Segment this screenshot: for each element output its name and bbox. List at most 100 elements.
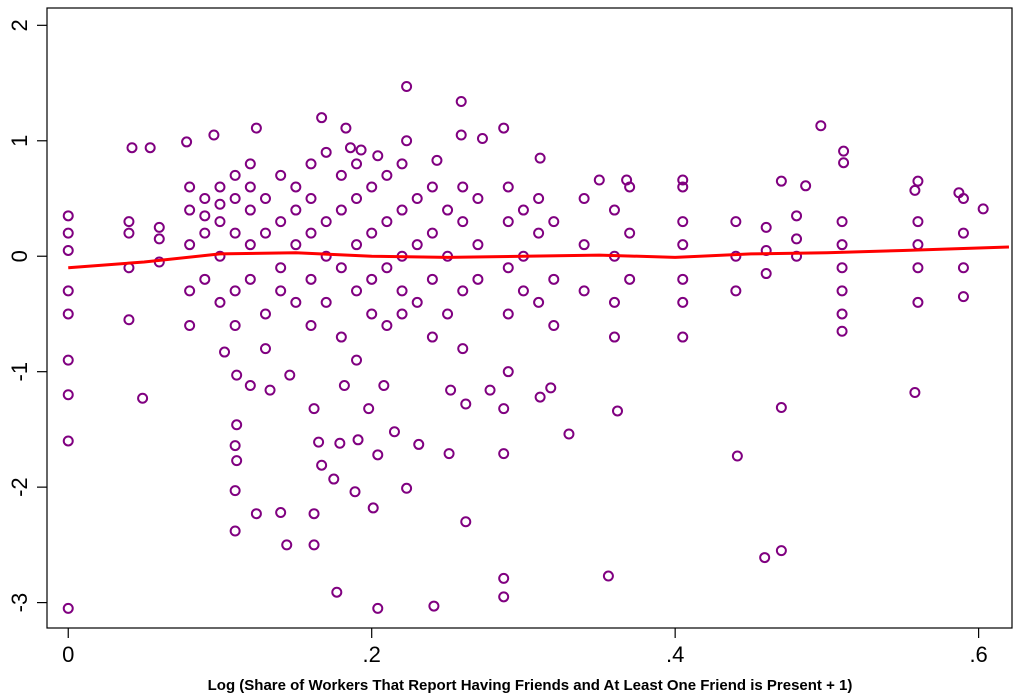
point (372, 150, 384, 162)
plot-frame (46, 7, 1013, 629)
point (534, 391, 546, 403)
y-tick-label: 1 (7, 135, 32, 147)
point (344, 142, 356, 154)
point (351, 239, 363, 251)
point (401, 135, 413, 147)
point (545, 382, 557, 394)
point (378, 380, 390, 392)
point (411, 239, 423, 251)
point (957, 193, 969, 205)
point (800, 180, 812, 192)
point (759, 552, 771, 564)
point (426, 331, 438, 343)
point (199, 210, 211, 222)
point (62, 227, 74, 239)
point (244, 273, 256, 285)
point (62, 602, 74, 614)
point (352, 434, 364, 446)
point (498, 403, 510, 415)
point (730, 216, 742, 228)
point (244, 204, 256, 216)
point (498, 572, 510, 584)
point (308, 403, 320, 415)
point (381, 262, 393, 274)
point (335, 262, 347, 274)
point (457, 285, 469, 297)
point (502, 181, 514, 193)
point (184, 204, 196, 216)
point (836, 262, 848, 274)
point (320, 216, 332, 228)
point (290, 204, 302, 216)
point (214, 250, 226, 262)
point (602, 570, 614, 582)
point (219, 346, 231, 358)
x-tick-label: .2 (363, 642, 381, 667)
point (275, 507, 287, 519)
point (836, 216, 848, 228)
point (331, 586, 343, 598)
y-tick-label: 2 (7, 19, 32, 31)
point (363, 403, 375, 415)
point (578, 239, 590, 251)
point (335, 331, 347, 343)
point (229, 485, 241, 497)
point (455, 96, 467, 108)
point (443, 448, 455, 460)
point (815, 120, 827, 132)
x-tick-label: 0 (62, 642, 74, 667)
point (498, 591, 510, 603)
point (836, 239, 848, 251)
point (836, 325, 848, 337)
point (381, 320, 393, 332)
point (351, 193, 363, 205)
point (498, 122, 510, 134)
point (608, 296, 620, 308)
point (367, 502, 379, 514)
point (123, 314, 135, 326)
x-tick-label: .6 (969, 642, 987, 667)
point (624, 181, 636, 193)
point (413, 438, 425, 450)
point (624, 227, 636, 239)
point (977, 203, 989, 215)
point (184, 285, 196, 297)
point (760, 268, 772, 280)
point (231, 419, 243, 431)
point (372, 602, 384, 614)
point (244, 239, 256, 251)
point (428, 600, 440, 612)
point (593, 174, 605, 186)
point (366, 308, 378, 320)
point (231, 369, 243, 381)
point (335, 204, 347, 216)
point (366, 181, 378, 193)
point (290, 239, 302, 251)
point (62, 389, 74, 401)
point (355, 144, 367, 156)
point (305, 193, 317, 205)
x-tick-label: .4 (666, 642, 684, 667)
point (305, 273, 317, 285)
point (502, 308, 514, 320)
point (381, 169, 393, 181)
point (126, 142, 138, 154)
point (731, 450, 743, 462)
y-tick-label: -1 (7, 362, 32, 382)
point (396, 204, 408, 216)
point (229, 320, 241, 332)
point (199, 227, 211, 239)
point (290, 181, 302, 193)
point (313, 436, 325, 448)
point (909, 184, 921, 196)
point (677, 273, 689, 285)
point (426, 273, 438, 285)
point (909, 386, 921, 398)
point (957, 291, 969, 303)
point (308, 508, 320, 520)
point (62, 435, 74, 447)
point (457, 343, 469, 355)
point (677, 216, 689, 228)
